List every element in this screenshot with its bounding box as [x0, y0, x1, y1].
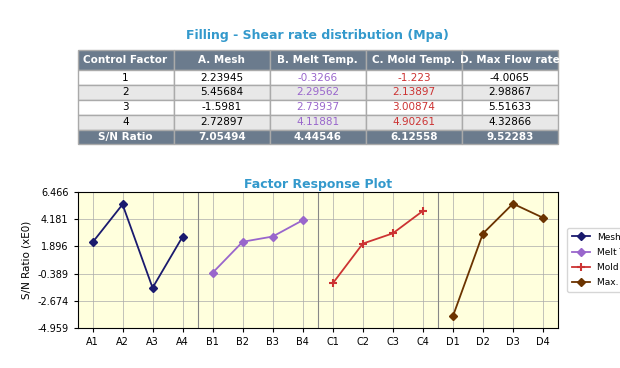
Title: Factor Response Plot: Factor Response Plot	[244, 178, 392, 191]
Title: Filling - Shear rate distribution (Mpa): Filling - Shear rate distribution (Mpa)	[187, 29, 449, 42]
Y-axis label: S/N Ratio (xE0): S/N Ratio (xE0)	[22, 221, 32, 299]
Legend: Mesh, Melt Temp., Mold Temp., Max. Flow Rate: Mesh, Melt Temp., Mold Temp., Max. Flow …	[567, 228, 620, 292]
